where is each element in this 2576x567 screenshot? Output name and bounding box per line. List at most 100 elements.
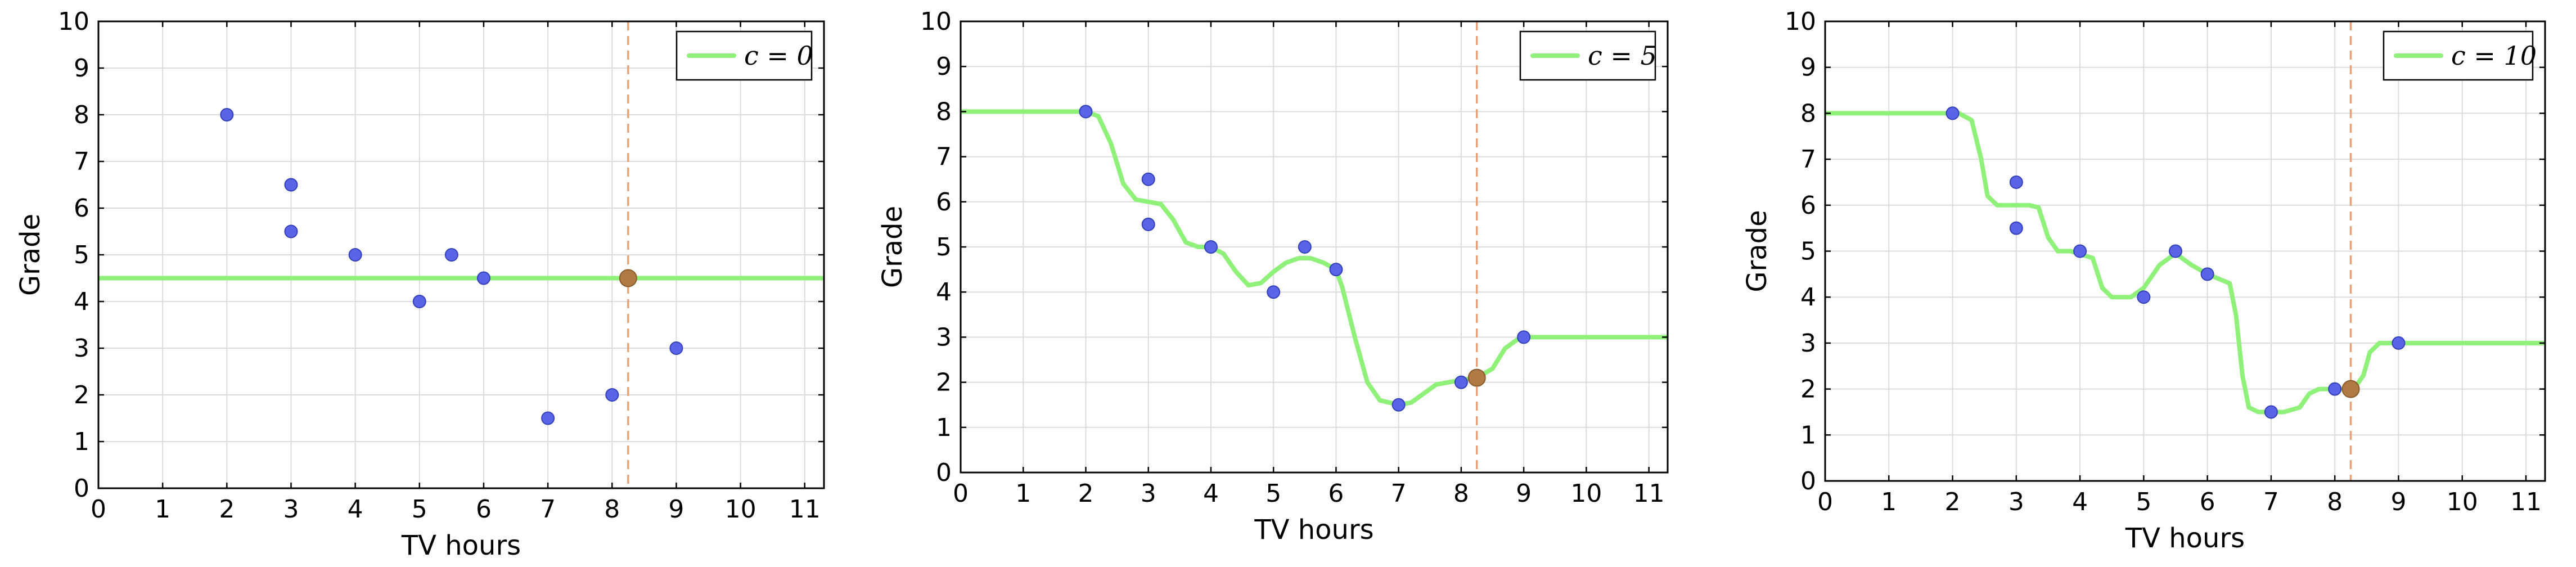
data-point — [476, 271, 490, 285]
data-point — [1267, 285, 1281, 299]
x-tick-label: 4 — [348, 495, 363, 524]
data-point — [1945, 106, 1960, 120]
y-tick-label: 2 — [936, 368, 952, 397]
y-tick-label: 4 — [936, 278, 952, 307]
legend-label: c = 0 — [744, 40, 813, 71]
x-tick-label: 10 — [1570, 479, 1602, 508]
data-point — [2200, 267, 2214, 281]
data-point — [1329, 263, 1343, 277]
query-point — [619, 269, 637, 287]
y-tick-label: 3 — [936, 323, 952, 352]
legend: c = 5 — [1519, 30, 1657, 81]
x-tick-label: 0 — [953, 479, 969, 508]
data-point — [1454, 375, 1468, 389]
x-tick-label: 4 — [2072, 488, 2088, 516]
data-point — [2328, 382, 2342, 396]
x-tick-label: 3 — [2008, 488, 2024, 516]
chart-panel-2: 0 1 2 3 4 5 6 7 8 9 10 11 0 1 2 3 4 5 6 7 8 9 10 TV hours Grade c… — [877, 7, 1669, 546]
y-tick-label: 5 — [1800, 237, 1816, 266]
x-tick-label: 9 — [668, 495, 684, 524]
x-tick-label: 2 — [1945, 488, 1961, 516]
query-point — [1467, 368, 1486, 387]
y-tick-label: 8 — [1800, 99, 1816, 128]
y-tick-label: 4 — [1800, 283, 1816, 312]
y-tick-label: 6 — [936, 188, 952, 217]
x-tick-label: 3 — [1141, 479, 1156, 508]
y-tick-label: 10 — [1785, 7, 1816, 36]
x-tick-label: 6 — [1328, 479, 1344, 508]
legend: c = 10 — [2383, 30, 2537, 81]
x-tick-label: 1 — [155, 495, 170, 524]
series-curve — [1825, 111, 2545, 415]
data-point — [2264, 405, 2278, 419]
x-tick-label: 8 — [604, 495, 620, 524]
data-point — [1204, 240, 1218, 254]
legend-label: c = 5 — [1588, 40, 1657, 71]
x-tick-label: 8 — [2327, 488, 2343, 516]
y-tick-label: 5 — [936, 233, 952, 262]
y-axis-label: Grade — [15, 214, 46, 296]
data-point — [2392, 336, 2406, 350]
x-tick-label: 9 — [1516, 479, 1532, 508]
data-point — [2169, 244, 2183, 258]
data-point — [284, 178, 298, 192]
data-point — [348, 248, 362, 262]
y-tick-label: 0 — [936, 458, 952, 487]
y-tick-label: 9 — [936, 52, 952, 81]
chart-panel-1: 0 1 2 3 4 5 6 7 8 9 10 11 0 1 2 3 4 5 6 7 8 9 10 TV hours Grade c… — [15, 7, 825, 561]
y-tick-label: 1 — [936, 413, 952, 442]
data-point — [2137, 290, 2151, 304]
data-point — [2009, 221, 2023, 235]
x-tick-label: 5 — [2136, 488, 2151, 516]
data-point — [2073, 244, 2087, 258]
data-point — [605, 388, 619, 402]
x-tick-label: 7 — [2263, 488, 2279, 516]
x-tick-label: 6 — [476, 495, 492, 524]
y-tick-label: 8 — [936, 97, 952, 126]
x-axis-label: TV hours — [1254, 514, 1373, 546]
x-tick-label: 5 — [1266, 479, 1281, 508]
y-tick-label: 8 — [74, 101, 89, 129]
y-tick-label: 7 — [936, 143, 952, 172]
x-tick-label: 11 — [789, 495, 821, 524]
series-curve — [961, 109, 1668, 407]
chart-panel-3: 0 1 2 3 4 5 6 7 8 9 10 11 0 1 2 3 4 5 6 7 8 9 10 TV hours Grade c… — [1741, 7, 2546, 554]
y-axis-label: Grade — [877, 206, 908, 288]
x-tick-label: 1 — [1015, 479, 1031, 508]
data-point — [412, 295, 426, 308]
y-tick-label: 7 — [1800, 145, 1816, 174]
y-axis-label: Grade — [1741, 210, 1773, 292]
y-tick-label: 6 — [74, 194, 89, 223]
x-tick-label: 5 — [412, 495, 427, 524]
y-tick-label: 4 — [74, 287, 89, 316]
query-point — [2341, 380, 2360, 398]
data-point — [541, 411, 555, 425]
x-tick-label: 2 — [1078, 479, 1093, 508]
data-point — [1298, 240, 1312, 254]
data-point — [2009, 175, 2023, 189]
x-tick-label: 4 — [1203, 479, 1219, 508]
data-point — [444, 248, 458, 262]
data-point — [220, 108, 234, 122]
y-tick-label: 9 — [1800, 53, 1816, 82]
x-tick-label: 6 — [2200, 488, 2215, 516]
y-tick-label: 1 — [1800, 421, 1816, 449]
y-tick-label: 3 — [74, 334, 89, 363]
x-tick-label: 0 — [1817, 488, 1833, 516]
x-tick-label: 11 — [1633, 479, 1665, 508]
data-point — [1141, 217, 1155, 231]
data-point — [284, 224, 298, 238]
x-axis-label: TV hours — [2125, 523, 2245, 554]
x-tick-label: 11 — [2510, 488, 2542, 516]
data-point — [1079, 105, 1093, 119]
y-tick-label: 2 — [74, 381, 89, 410]
y-tick-label: 6 — [1800, 191, 1816, 220]
x-tick-label: 1 — [1881, 488, 1897, 516]
y-tick-label: 0 — [74, 474, 89, 503]
y-tick-label: 7 — [74, 147, 89, 176]
data-point — [1517, 330, 1531, 344]
x-tick-label: 9 — [2390, 488, 2406, 516]
x-axis-label: TV hours — [401, 530, 521, 561]
x-tick-label: 8 — [1453, 479, 1469, 508]
